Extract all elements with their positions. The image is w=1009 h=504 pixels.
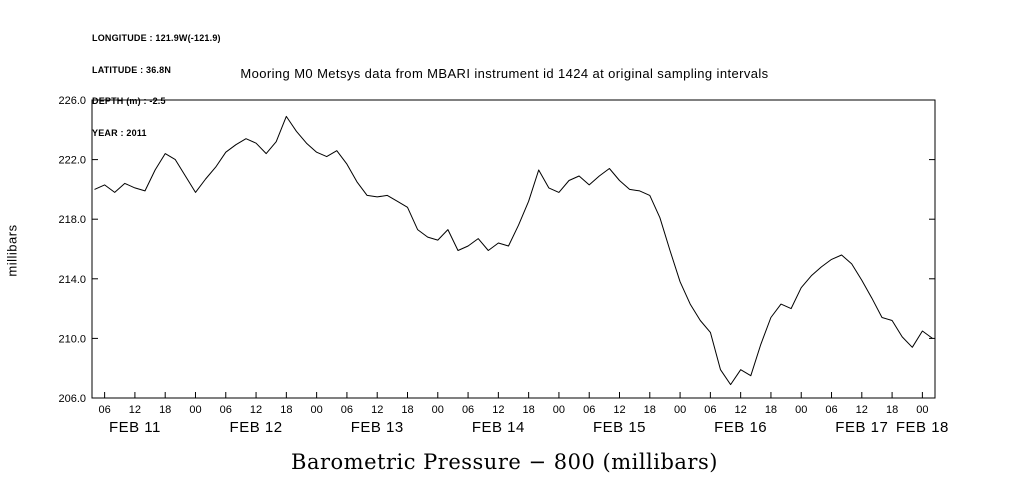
x-tick-label: 00	[311, 404, 323, 416]
x-tick-label: 18	[886, 404, 898, 416]
day-label: FEB 15	[593, 419, 646, 436]
y-tick-label: 214.0	[58, 274, 86, 286]
metadata-year: YEAR : 2011	[92, 127, 147, 138]
chart-title: Mooring M0 Metsys data from MBARI instru…	[240, 66, 769, 81]
x-tick-label: 00	[795, 404, 807, 416]
x-tick-label: 18	[644, 404, 656, 416]
pressure-line	[94, 115, 933, 386]
x-tick-label: 12	[613, 404, 625, 416]
x-tick-label: 12	[492, 404, 504, 416]
x-tick-label: 12	[129, 404, 141, 416]
x-tick-label: 06	[704, 404, 716, 416]
day-label: FEB 11	[109, 419, 161, 436]
x-tick-label: 18	[401, 404, 413, 416]
metadata-longitude: LONGITUDE : 121.9W(-121.9)	[92, 33, 221, 43]
y-tick-label: 218.0	[58, 214, 86, 226]
metadata-latitude: LATITUDE : 36.8N	[92, 64, 172, 75]
day-label: FEB 14	[472, 419, 525, 436]
x-tick-label: 12	[856, 404, 868, 416]
day-label: FEB 16	[714, 419, 767, 436]
plot-frame	[91, 99, 936, 399]
y-tick-label: 210.0	[58, 333, 86, 345]
bottom-axis-title: Barometric Pressure − 800 (millibars)	[291, 450, 718, 474]
x-tick-label: 06	[583, 404, 595, 416]
x-tick-label: 18	[523, 404, 535, 416]
x-tick-label: 00	[432, 404, 444, 416]
day-label: FEB 17	[835, 419, 888, 436]
y-tick-label: 222.0	[58, 155, 86, 167]
x-tick-label: 12	[250, 404, 262, 416]
day-label: FEB 13	[351, 419, 404, 436]
y-tick-label: 206.0	[58, 393, 86, 405]
x-tick-label: 00	[189, 404, 201, 416]
x-tick-label: 06	[341, 404, 353, 416]
x-tick-label: 18	[765, 404, 777, 416]
x-tick-label: 06	[98, 404, 110, 416]
y-tick-label: 226.0	[58, 95, 86, 107]
x-tick-label: 12	[371, 404, 383, 416]
x-tick-label: 00	[674, 404, 686, 416]
x-tick-label: 06	[462, 404, 474, 416]
x-tick-label: 06	[825, 404, 837, 416]
day-label: FEB 18	[896, 419, 949, 436]
day-label: FEB 12	[230, 419, 283, 436]
station-metadata: LONGITUDE : 121.9W(-121.9) LATITUDE : 36…	[92, 12, 221, 159]
x-tick-label: 00	[916, 404, 928, 416]
x-tick-label: 06	[220, 404, 232, 416]
x-tick-label: 00	[553, 404, 565, 416]
x-tick-label: 12	[735, 404, 747, 416]
x-tick-label: 18	[280, 404, 292, 416]
metadata-depth: DEPTH (m) : -2.5	[92, 96, 166, 106]
x-tick-label: 18	[159, 404, 171, 416]
